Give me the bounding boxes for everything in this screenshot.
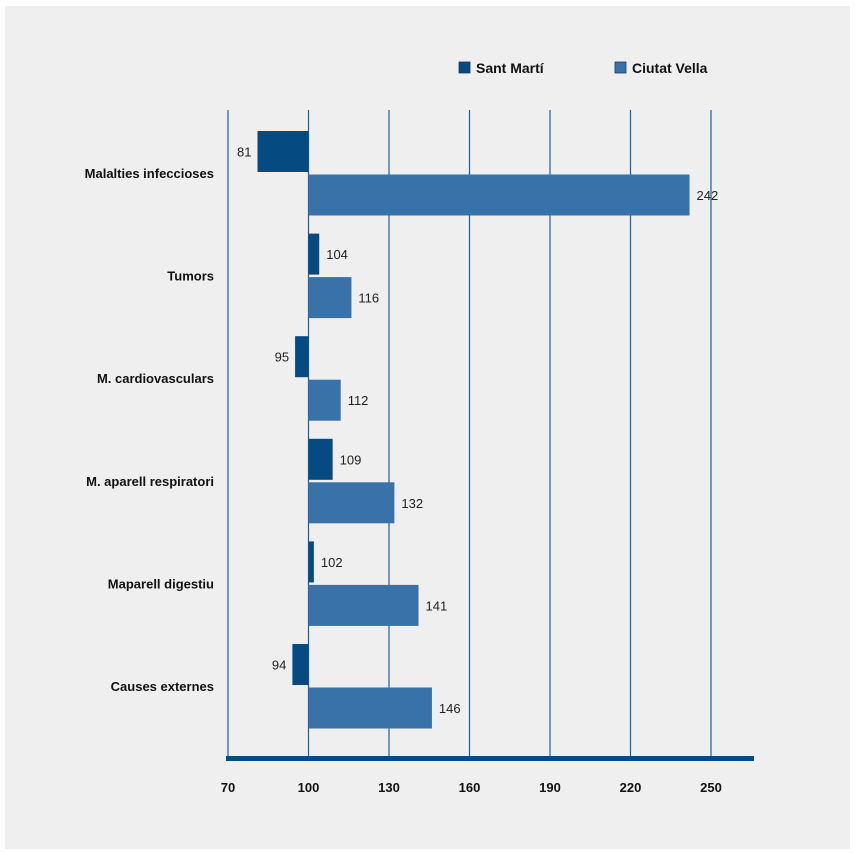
category-label: M. aparell respiratori <box>86 474 214 489</box>
category-label: M. cardiovasculars <box>97 371 214 386</box>
data-label: 116 <box>358 291 379 306</box>
category-label: Causes externes <box>111 679 214 694</box>
bar-ciutat-vella <box>308 277 352 319</box>
bar-ciutat-vella <box>308 174 690 216</box>
bar-ciutat-vella <box>308 584 419 626</box>
data-label: 102 <box>321 555 343 570</box>
x-tick-label-190: 190 <box>539 780 561 795</box>
bar-ciutat-vella <box>308 379 341 421</box>
category-label: Maparell digestiu <box>108 576 214 591</box>
data-label: 141 <box>426 598 448 613</box>
bar-sant-marti <box>292 644 309 685</box>
category-label: Malalties infeccioses <box>85 166 214 181</box>
bar-ciutat-vella <box>308 687 432 729</box>
bar-sant-marti <box>295 336 309 378</box>
x-tick-label-250: 250 <box>700 780 722 795</box>
x-tick-label-130: 130 <box>378 780 400 795</box>
bars <box>257 131 690 729</box>
x-tick-label-220: 220 <box>620 780 642 795</box>
category-label: Tumors <box>167 269 214 284</box>
data-label: 81 <box>237 145 251 160</box>
category-labels: Malalties infeccioses Tumors M. cardiovasc… <box>85 166 214 694</box>
x-axis: 70 100 130 160 190 220 250 <box>221 756 754 795</box>
data-label: 132 <box>401 496 423 511</box>
bar-sant-marti <box>257 131 309 172</box>
x-tick-label-160: 160 <box>459 780 481 795</box>
bar-ciutat-vella <box>308 482 395 524</box>
data-label: 104 <box>326 247 348 262</box>
data-label: 146 <box>439 701 461 716</box>
grid-lines <box>227 110 712 758</box>
x-tick-label-100: 100 <box>298 780 320 795</box>
legend-swatch-ciutat-vella <box>614 61 627 74</box>
data-label: 95 <box>275 350 289 365</box>
bar-sant-marti <box>308 233 320 275</box>
data-labels: 81 242 104 116 95 112 109 132 102 141 94 146 <box>237 145 718 717</box>
data-label: 94 <box>272 658 286 673</box>
data-label: 112 <box>348 393 369 408</box>
data-label: 242 <box>697 188 719 203</box>
legend-label: Sant Martí <box>476 60 545 76</box>
bar-sant-marti <box>308 541 314 583</box>
legend: Sant Martí Ciutat Vella <box>458 60 708 76</box>
data-label: 109 <box>340 452 362 467</box>
legend-swatch-sant-marti <box>458 61 471 74</box>
legend-label: Ciutat Vella <box>632 60 708 76</box>
bar-sant-marti <box>308 438 333 480</box>
x-tick-label-70: 70 <box>221 780 235 795</box>
x-axis-line <box>226 756 754 761</box>
